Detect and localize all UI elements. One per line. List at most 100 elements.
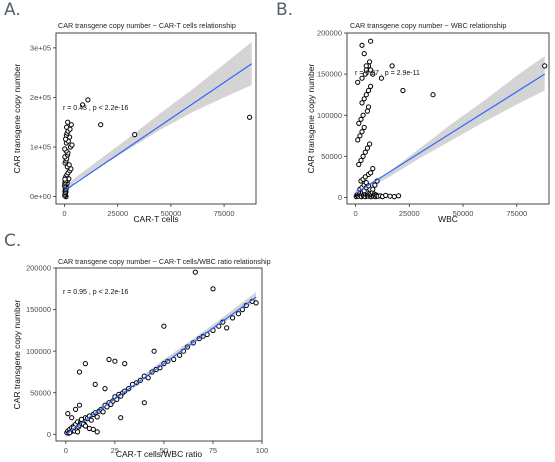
data-point: [389, 63, 395, 69]
y-tick-label: 200000: [26, 264, 51, 273]
regression-line: [65, 296, 257, 435]
y-tick-label: 50000: [30, 388, 51, 397]
data-point: [90, 426, 96, 432]
y-tick-label: 100000: [317, 111, 342, 120]
y-tick-label: 150000: [26, 305, 51, 314]
data-point: [76, 402, 83, 408]
data-point: [106, 356, 112, 363]
x-tick-label: 0: [64, 446, 68, 455]
correlation-annotation: r = 0.27 , p = 2.9e-11: [355, 70, 420, 77]
data-point: [364, 108, 370, 114]
plot-border: [55, 32, 257, 205]
data-point: [76, 369, 83, 375]
data-point: [378, 75, 384, 81]
data-point: [365, 104, 372, 110]
chart-a-title: CAR transgene copy number ~ CAR-T cells …: [58, 21, 236, 30]
y-tick-label: 150000: [317, 70, 342, 79]
data-point: [359, 100, 365, 106]
data-point: [372, 182, 378, 188]
data-point: [355, 137, 361, 143]
x-tick-label: 75000: [214, 209, 235, 218]
data-point: [355, 79, 361, 85]
data-point: [363, 92, 369, 98]
x-tick-label: 75000: [506, 209, 527, 218]
data-point: [177, 352, 183, 358]
data-point: [102, 386, 108, 392]
data-point: [253, 300, 259, 306]
x-tick-label: 50: [160, 446, 168, 455]
data-point: [362, 149, 368, 155]
data-point: [360, 153, 366, 159]
x-tick-label: 50000: [160, 209, 181, 218]
y-tick-label: 1e+05: [30, 143, 51, 152]
data-point: [358, 157, 364, 163]
y-tick-label: 2e+05: [30, 93, 51, 102]
y-tick-label: 0e+00: [30, 192, 51, 201]
data-point: [224, 325, 230, 331]
data-point: [364, 145, 370, 151]
panel-letter-c: C.: [4, 231, 22, 251]
y-tick-label: 200000: [317, 29, 342, 38]
data-point: [192, 269, 198, 275]
data-point: [66, 162, 72, 168]
data-point: [151, 348, 157, 354]
data-point: [145, 375, 151, 381]
data-point: [92, 381, 98, 387]
data-point: [73, 406, 79, 412]
chart-2-group: 0 25 50 75 100 0 50000 100000 150000 200000 CAR-T …: [12, 264, 268, 459]
x-axis-label: CAR-T cells/WBC ratio: [116, 449, 203, 459]
y-axis-label: CAR transgene copy number: [12, 64, 22, 174]
confidence-band: [64, 41, 252, 196]
data-point: [370, 71, 376, 77]
data-point: [370, 186, 376, 192]
data-point: [365, 87, 372, 94]
y-tick-label: 100000: [26, 347, 51, 356]
data-point: [98, 122, 104, 128]
y-tick-label: 50000: [321, 152, 342, 161]
data-point: [68, 122, 74, 128]
data-point: [368, 38, 374, 44]
panel-letter-b: B.: [276, 0, 294, 20]
data-point: [235, 311, 242, 317]
data-point: [122, 361, 128, 367]
chart-b-title: CAR transgene copy number ~ WBC relation…: [350, 21, 507, 30]
chart-1-group: 0 25000 50000 75000 0 50000 100000 150000 200000…: [306, 29, 550, 224]
correlation-annotation: r = 0.95 , p < 2.2e-16: [63, 289, 128, 296]
data-point: [368, 67, 374, 73]
data-point: [78, 416, 85, 422]
data-point: [361, 124, 367, 131]
x-tick-label: 25000: [399, 209, 420, 218]
data-point: [118, 415, 124, 421]
data-point: [69, 415, 75, 421]
data-point: [542, 63, 548, 69]
data-point: [383, 192, 389, 198]
data-point: [247, 114, 253, 120]
x-tick-label: 100: [256, 446, 269, 455]
x-tick-label: 0: [62, 209, 66, 218]
data-point: [357, 133, 363, 139]
data-point: [361, 96, 367, 102]
data-point: [368, 83, 374, 90]
data-point: [230, 315, 236, 321]
x-tick-label: 0: [354, 209, 358, 218]
data-point: [132, 132, 138, 138]
data-point: [64, 124, 70, 130]
data-point: [85, 97, 91, 103]
data-point: [430, 92, 436, 98]
data-point: [358, 116, 364, 122]
x-tick-label: 25000: [107, 209, 128, 218]
data-point: [359, 129, 365, 135]
data-point: [62, 146, 68, 152]
confidence-band: [355, 56, 545, 197]
y-axis-label: CAR transgene copy number: [12, 300, 22, 410]
correlation-annotation: r = 0.43 , p < 2.2e-16: [63, 105, 128, 112]
data-point: [387, 193, 393, 199]
data-point: [356, 161, 362, 168]
data-point: [65, 411, 71, 417]
plot-border: [346, 32, 550, 205]
y-axis-label: CAR transgene copy number: [306, 64, 316, 174]
x-tick-label: 50000: [453, 209, 474, 218]
data-point: [356, 120, 362, 127]
chart-c-title: CAR transgene copy number ~ CAR-T cells/…: [58, 257, 271, 266]
